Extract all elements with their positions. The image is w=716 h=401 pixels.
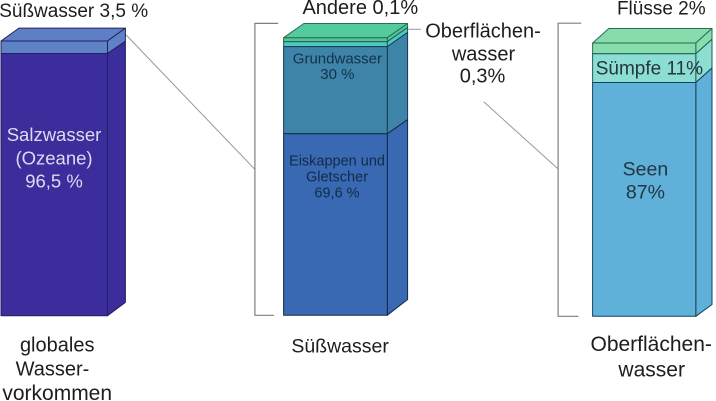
svg-text:Oberflächen-: Oberflächen- (425, 21, 541, 43)
svg-text:wasser: wasser (451, 44, 516, 66)
svg-text:Gletscher: Gletscher (306, 170, 368, 186)
svg-text:Wasser-: Wasser- (16, 359, 90, 381)
svg-text:(Ozeane): (Ozeane) (15, 148, 92, 169)
svg-text:vorkommen: vorkommen (2, 382, 112, 401)
svg-text:87%: 87% (626, 181, 665, 203)
svg-text:Salzwasser: Salzwasser (7, 124, 102, 145)
svg-text:wasser: wasser (617, 359, 685, 382)
svg-text:Flüsse 2%: Flüsse 2% (617, 0, 706, 19)
svg-text:Sümpfe 11%: Sümpfe 11% (596, 59, 703, 80)
svg-text:Andere 0,1%: Andere 0,1% (302, 0, 418, 19)
svg-text:96,5 %: 96,5 % (25, 171, 83, 192)
svg-text:globales: globales (20, 335, 95, 357)
svg-text:0,3%: 0,3% (460, 66, 506, 88)
svg-text:Süßwasser: Süßwasser (291, 335, 389, 357)
svg-text:30 %: 30 % (320, 66, 354, 83)
svg-text:Oberflächen-: Oberflächen- (590, 333, 711, 356)
svg-text:Süßwasser 3,5 %: Süßwasser 3,5 % (0, 1, 148, 22)
svg-text:Grundwasser: Grundwasser (293, 50, 382, 67)
svg-text:Eiskappen und: Eiskappen und (289, 153, 385, 169)
svg-text:69,6 %: 69,6 % (314, 186, 359, 202)
svg-text:Seen: Seen (623, 158, 669, 180)
